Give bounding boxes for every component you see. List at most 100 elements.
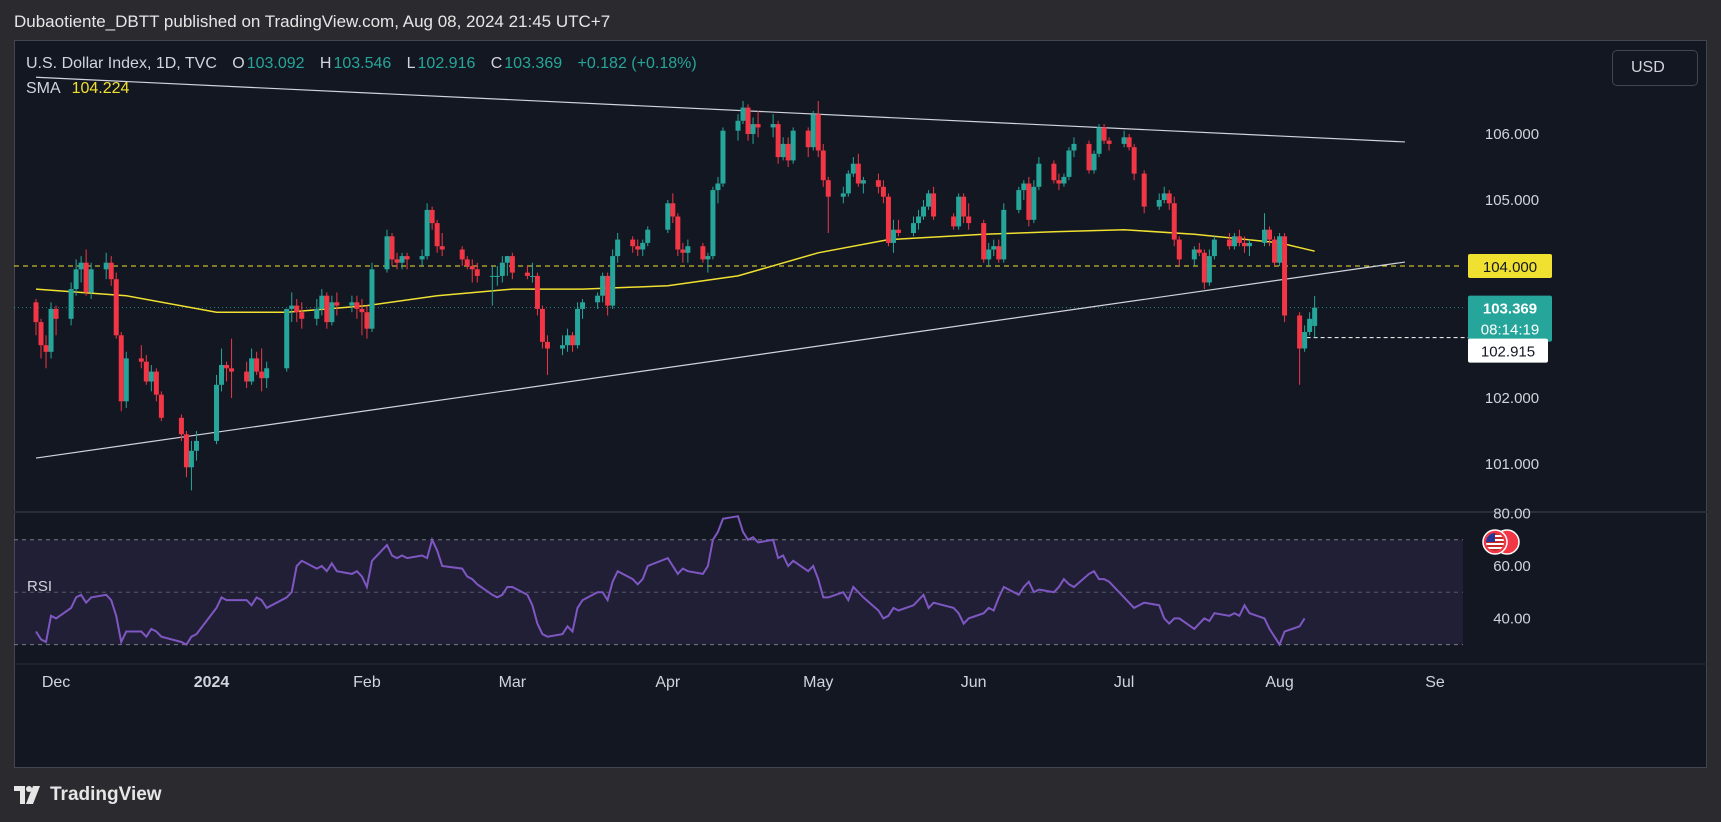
candle [319,289,325,316]
candle-body [680,249,686,253]
candle [740,101,746,125]
candle [790,127,796,164]
candle [1106,137,1112,151]
candle [615,233,621,263]
candle-body [489,275,495,277]
candle [259,348,265,392]
candle [183,431,189,478]
candle [394,252,400,270]
candle-body [700,246,706,260]
candle [875,173,881,194]
candle-body [509,256,515,273]
candle-body [284,308,290,369]
footer [0,768,1721,822]
candle-body [630,239,636,247]
candle-body [1001,209,1007,260]
candle-body [289,305,295,309]
level-tag-label: 104.000 [1483,259,1537,276]
candle-body [314,308,320,319]
candle [780,137,786,161]
candle-body [755,124,761,128]
candle [1206,249,1212,286]
candle-body [249,358,255,382]
tradingview-logo[interactable]: TradingView [14,784,162,806]
candle [399,252,405,270]
candle-body [384,236,390,270]
candle-body [1302,332,1308,349]
candle [434,219,440,253]
currency-button[interactable]: USD [1612,50,1698,86]
candle-body [775,124,781,158]
candle [560,335,566,356]
candle [890,219,896,253]
candle [1171,196,1177,247]
candle-body [745,107,751,134]
candle [700,242,706,263]
candle-body [188,450,194,468]
candle [640,239,646,257]
candle-body [1236,236,1242,243]
candle-body [178,417,184,435]
candle-body [349,302,355,306]
candle-body [1016,190,1022,210]
candle-body [429,209,435,224]
candle [229,338,235,398]
candle [1031,180,1037,224]
candle-body [1091,153,1097,171]
candle [1241,236,1247,253]
candle-body [359,308,365,313]
candle [1272,236,1278,266]
candle-body [193,440,199,451]
time-tick-label: Dec [42,674,70,691]
price-tick-label: 106.000 [1485,126,1539,143]
candle [1246,239,1252,257]
candle [188,440,194,491]
candle-body [685,246,691,253]
candle [359,299,365,336]
candle [1066,147,1072,181]
candle [384,229,390,273]
candle-body [575,308,581,346]
candle [645,226,651,247]
candle-body [183,434,189,468]
candle-body [580,302,586,309]
candle [494,266,500,286]
candle-body [600,275,606,296]
candle [785,137,791,167]
candle [1121,130,1127,148]
candle [33,299,39,336]
candle [193,431,199,461]
candle [324,292,330,329]
upper-trendline [35,76,1405,143]
candle [369,262,375,332]
candle [158,391,164,422]
candle-body [254,358,260,372]
high-key: H [319,55,332,72]
candle-body [961,196,967,217]
candle [880,180,886,204]
trendlines[interactable] [35,76,1405,459]
candle-body [434,223,440,247]
change-value: +0.182 (+0.18%) [577,55,697,72]
candle-body [1036,163,1042,187]
candle [1021,180,1027,200]
candle-body [78,262,84,270]
candle-body [1272,239,1278,263]
candle-body [389,236,395,260]
candle [289,292,295,323]
level-line-104 [14,265,1474,339]
candle [605,272,611,316]
candle-body [1262,229,1268,243]
chart-canvas[interactable]: 101.000 102.000 104.000 105.000 106.000 40.00… [14,40,1707,768]
candle [264,361,270,389]
candle-body [810,114,816,148]
candle-body [229,368,235,372]
candle [73,259,79,296]
candle-body [785,143,791,161]
candle-body [474,269,480,276]
candle-body [705,256,711,260]
us-flag-events-icon[interactable] [1479,527,1523,562]
candle-body [364,312,370,329]
candle [254,351,260,375]
candle-body [1206,256,1212,283]
